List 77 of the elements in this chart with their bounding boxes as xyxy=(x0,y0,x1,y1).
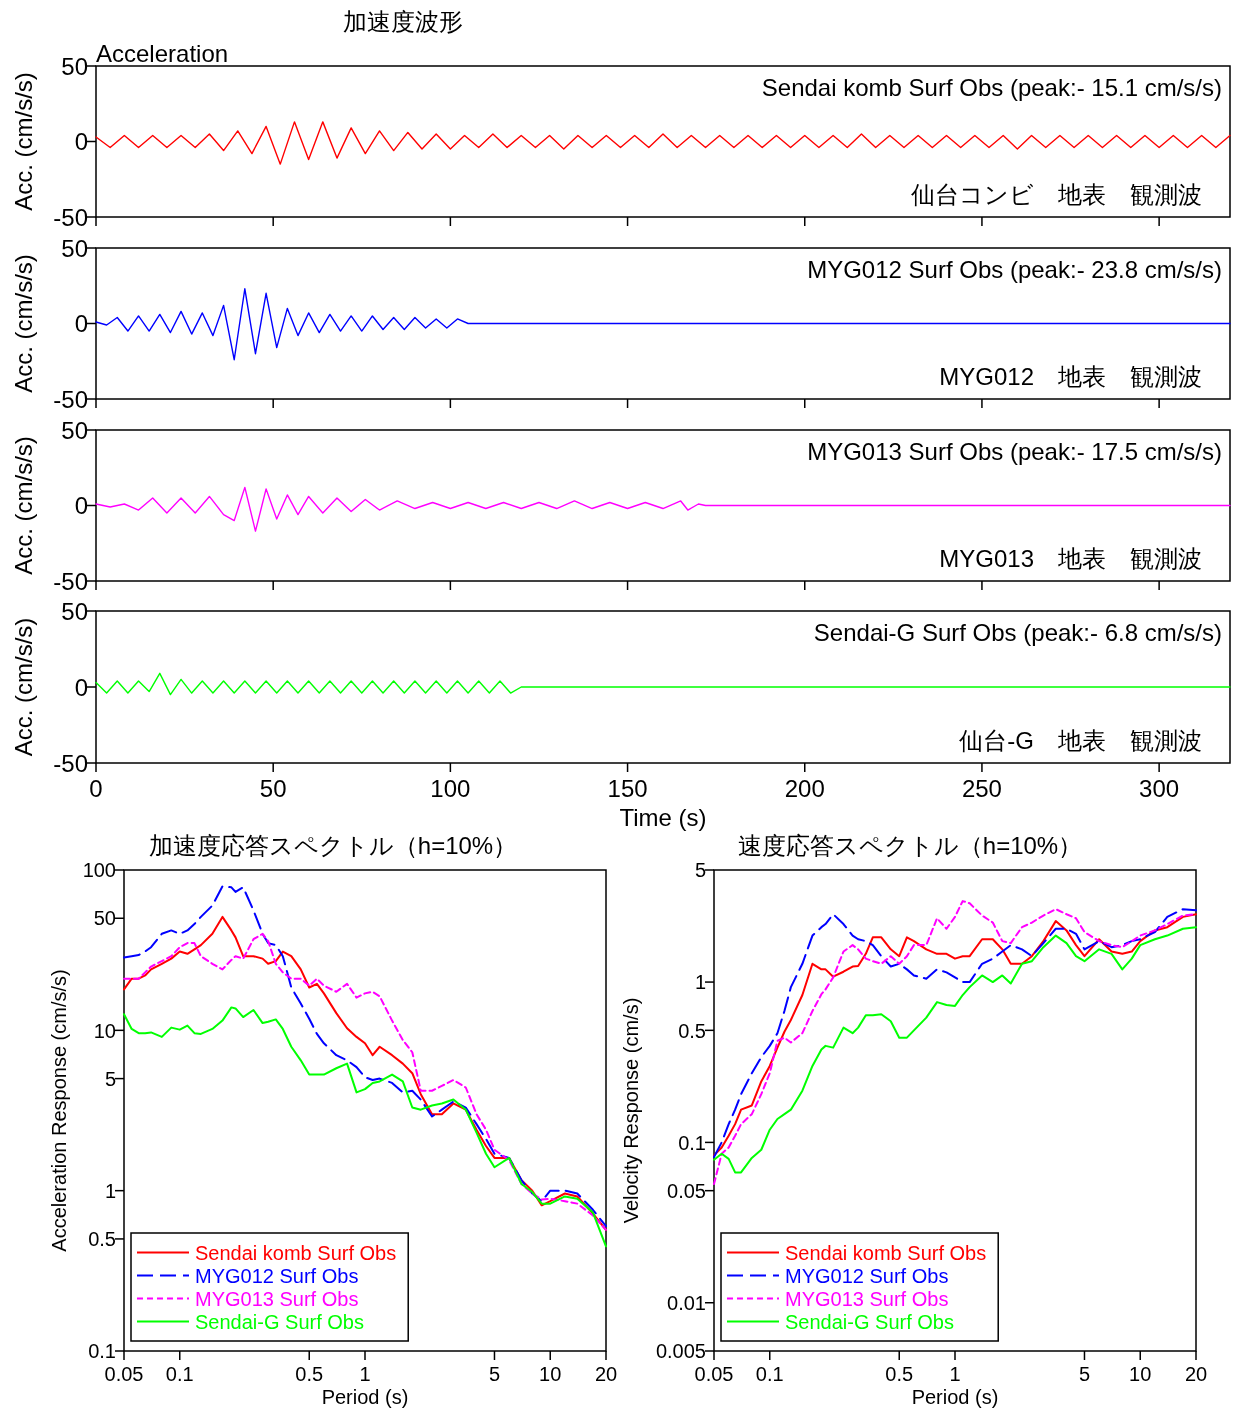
y-tick-label: 5 xyxy=(104,1067,116,1090)
annotation: MYG012 Surf Obs (peak:- 23.8 cm/s/s) xyxy=(807,256,1222,283)
y-axis-title: Acc. (cm/s/s) xyxy=(10,436,37,575)
y-tick-label: 0.5 xyxy=(88,1228,116,1251)
line-series xyxy=(95,486,1231,532)
legend-label: Sendai-G Surf Obs xyxy=(195,1310,364,1333)
y-tick-label: 0.5 xyxy=(678,1019,706,1042)
y-tick-label: -50 xyxy=(53,749,88,777)
line-series xyxy=(95,288,1231,361)
x-tick-label: 5 xyxy=(488,1363,501,1385)
x-tick-label: 0.5 xyxy=(295,1363,324,1385)
x-tick-label: 100 xyxy=(430,775,471,802)
x-axis-title: Period (s) xyxy=(321,1386,409,1408)
x-tick-label: 250 xyxy=(961,775,1002,802)
x-tick-label: 10 xyxy=(539,1363,562,1385)
x-tick-label: 1 xyxy=(949,1363,961,1385)
annotation: 仙台コンビ 地表 観測波 xyxy=(911,181,1202,208)
y-axis-title: Acc. (cm/s/s) xyxy=(10,617,37,757)
x-tick-label: 20 xyxy=(1184,1363,1208,1385)
annotation: MYG012 地表 観測波 xyxy=(939,363,1202,390)
y-tick-label: 50 xyxy=(93,907,116,930)
legend-label: Sendai komb Surf Obs xyxy=(785,1241,987,1264)
x-axis-title: Time (s) xyxy=(619,804,707,831)
legend-label: MYG013 Surf Obs xyxy=(785,1287,949,1310)
y-tick-label: -50 xyxy=(53,385,88,413)
annotation: Sendai-G Surf Obs (peak:- 6.8 cm/s/s) xyxy=(813,619,1222,646)
line-series xyxy=(95,672,1231,696)
y-tick-label: 0.1 xyxy=(678,1131,706,1154)
y-tick-label: 50 xyxy=(61,416,88,444)
y-tick-label: 0.01 xyxy=(667,1291,706,1314)
y-tick-label: 100 xyxy=(82,859,116,882)
y-tick-label: 0.1 xyxy=(88,1340,116,1363)
x-tick-label: 20 xyxy=(594,1363,618,1385)
y-tick-label: 5 xyxy=(694,859,706,882)
x-tick-label: 150 xyxy=(607,775,648,802)
y-tick-label: 0 xyxy=(74,492,88,520)
x-tick-label: 1 xyxy=(359,1363,371,1385)
legend-label: MYG013 Surf Obs xyxy=(195,1287,359,1310)
x-tick-label: 0.5 xyxy=(885,1363,914,1385)
y-tick-label: 0 xyxy=(74,128,88,156)
y-tick-label: 0.05 xyxy=(667,1179,706,1202)
y-tick-label: 1 xyxy=(694,971,706,994)
annotation: Sendai komb Surf Obs (peak:- 15.1 cm/s/s) xyxy=(761,74,1222,101)
x-tick-label: 5 xyxy=(1078,1363,1091,1385)
y-tick-label: -50 xyxy=(53,203,88,231)
y-tick-label: 50 xyxy=(61,597,88,625)
x-tick-label: 0.1 xyxy=(755,1363,784,1385)
x-tick-label: 200 xyxy=(784,775,825,802)
y-tick-label: 50 xyxy=(61,52,88,80)
y-tick-label: 50 xyxy=(61,234,88,262)
annotation: 仙台-G 地表 観測波 xyxy=(959,727,1202,754)
x-tick-label: 10 xyxy=(1129,1363,1152,1385)
y-axis-title: Acc. (cm/s/s) xyxy=(10,254,37,393)
y-tick-label: 0.005 xyxy=(655,1340,706,1363)
y-tick-label: 0 xyxy=(74,673,88,701)
chart-title: 速度応答スペクトル（h=10%） xyxy=(737,832,1083,859)
legend-label: Sendai-G Surf Obs xyxy=(785,1310,954,1333)
y-axis-title: Velocity Response (cm/s) xyxy=(620,997,642,1224)
y-tick-label: 0 xyxy=(74,310,88,338)
annotation: MYG013 地表 観測波 xyxy=(939,545,1202,572)
line-series xyxy=(95,121,1231,165)
y-axis-title: Acceleration Response (cm/s/s) xyxy=(48,969,70,1252)
x-tick-label: 50 xyxy=(259,775,287,802)
y-tick-label: -50 xyxy=(53,567,88,595)
y-tick-label: 1 xyxy=(104,1179,116,1202)
legend-label: MYG012 Surf Obs xyxy=(195,1264,359,1287)
legend-label: MYG012 Surf Obs xyxy=(785,1264,949,1287)
y-axis-title: Acc. (cm/s/s) xyxy=(10,72,37,211)
chart-title: 加速度波形 xyxy=(343,8,463,35)
annotation: MYG013 Surf Obs (peak:- 17.5 cm/s/s) xyxy=(807,438,1222,465)
chart-title: 加速度応答スペクトル（h=10%） xyxy=(148,832,518,859)
x-tick-label: 300 xyxy=(1139,775,1180,802)
chart-subtitle: Acceleration xyxy=(96,40,229,67)
x-axis-title: Period (s) xyxy=(911,1386,999,1408)
legend-label: Sendai komb Surf Obs xyxy=(195,1241,397,1264)
y-tick-label: 10 xyxy=(93,1019,116,1042)
x-tick-label: 0.1 xyxy=(165,1363,194,1385)
